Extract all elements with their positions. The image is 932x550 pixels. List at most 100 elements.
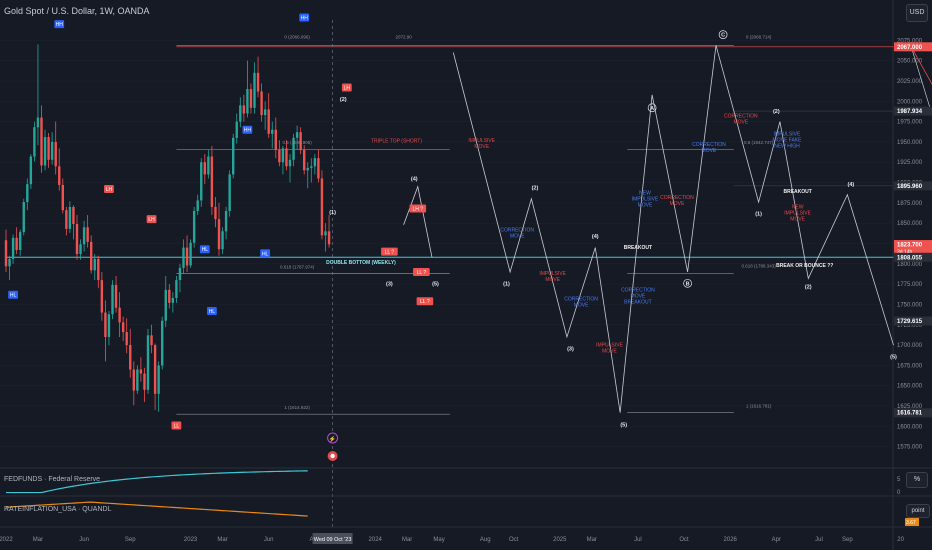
candle[interactable] xyxy=(267,109,270,134)
candle[interactable] xyxy=(299,132,302,151)
candle[interactable] xyxy=(4,240,8,267)
candle[interactable] xyxy=(118,307,121,323)
candle[interactable] xyxy=(19,232,22,251)
candle[interactable] xyxy=(189,242,192,266)
candle[interactable] xyxy=(232,137,235,175)
candle[interactable] xyxy=(104,312,107,337)
candle[interactable] xyxy=(207,156,210,175)
candle[interactable] xyxy=(50,141,54,160)
indicator-label-fedfunds[interactable]: FEDFUNDS · Federal Reserve xyxy=(4,476,101,483)
candle[interactable] xyxy=(214,206,217,220)
candle[interactable] xyxy=(150,335,153,346)
candle[interactable] xyxy=(310,166,313,168)
candle[interactable] xyxy=(295,132,299,138)
candle[interactable] xyxy=(26,184,29,203)
candle[interactable] xyxy=(256,72,260,92)
percent-scale-button[interactable]: % xyxy=(906,472,928,488)
candle[interactable] xyxy=(40,117,43,166)
candle[interactable] xyxy=(327,231,331,245)
candle[interactable] xyxy=(185,247,189,266)
candle[interactable] xyxy=(157,365,160,394)
candle[interactable] xyxy=(61,184,64,211)
candle[interactable] xyxy=(90,241,93,271)
candle[interactable] xyxy=(43,137,47,166)
candle[interactable] xyxy=(324,231,327,236)
candle[interactable] xyxy=(242,105,246,114)
candle[interactable] xyxy=(200,162,203,201)
candle[interactable] xyxy=(111,284,114,315)
candle[interactable] xyxy=(65,210,68,229)
candle[interactable] xyxy=(249,89,253,108)
candle[interactable] xyxy=(285,148,288,167)
candle[interactable] xyxy=(221,231,224,250)
candle[interactable] xyxy=(54,141,57,167)
candle[interactable] xyxy=(143,373,146,390)
candle[interactable] xyxy=(68,206,72,229)
candle[interactable] xyxy=(161,320,164,366)
currency-button[interactable]: USD xyxy=(906,4,928,22)
candle[interactable] xyxy=(29,156,33,185)
candle[interactable] xyxy=(164,289,167,321)
candle[interactable] xyxy=(235,121,238,138)
candle[interactable] xyxy=(8,258,11,267)
candle[interactable] xyxy=(239,105,242,122)
candle[interactable] xyxy=(11,237,15,259)
candle[interactable] xyxy=(210,156,214,207)
candle[interactable] xyxy=(260,91,263,116)
candle[interactable] xyxy=(253,72,256,108)
candle[interactable] xyxy=(182,247,185,268)
candle[interactable] xyxy=(139,369,143,374)
candle[interactable] xyxy=(86,227,89,242)
candle[interactable] xyxy=(217,219,221,250)
candle[interactable] xyxy=(136,369,139,391)
candle[interactable] xyxy=(15,237,18,251)
candle[interactable] xyxy=(58,166,61,185)
candle[interactable] xyxy=(196,200,199,211)
candle[interactable] xyxy=(153,345,157,394)
indicator-label-inflation[interactable]: RATEINFLATION_USA · QUANDL xyxy=(4,506,112,513)
candle[interactable] xyxy=(313,158,317,167)
candle[interactable] xyxy=(224,210,228,232)
candle[interactable] xyxy=(125,332,128,346)
candle[interactable] xyxy=(36,117,40,128)
candle[interactable] xyxy=(121,322,125,333)
candle[interactable] xyxy=(306,167,309,171)
candle[interactable] xyxy=(292,137,295,160)
candle[interactable] xyxy=(303,150,306,171)
candle[interactable] xyxy=(79,244,82,255)
candle[interactable] xyxy=(320,178,324,236)
candle[interactable] xyxy=(317,158,320,179)
candle[interactable] xyxy=(263,109,267,116)
candle[interactable] xyxy=(97,258,100,281)
candle[interactable] xyxy=(178,267,182,281)
candle[interactable] xyxy=(33,127,36,157)
candle[interactable] xyxy=(107,314,111,337)
candle[interactable] xyxy=(129,345,132,370)
candle[interactable] xyxy=(203,162,206,175)
candle[interactable] xyxy=(72,206,75,224)
candle[interactable] xyxy=(132,369,135,391)
candle[interactable] xyxy=(146,335,150,390)
candle[interactable] xyxy=(281,148,285,163)
candle[interactable] xyxy=(228,174,231,211)
candle[interactable] xyxy=(288,159,292,167)
candle[interactable] xyxy=(100,280,104,313)
candle[interactable] xyxy=(114,284,118,308)
candle[interactable] xyxy=(271,129,274,134)
candle[interactable] xyxy=(278,150,281,163)
candle[interactable] xyxy=(22,202,25,233)
candle[interactable] xyxy=(82,227,86,245)
candle[interactable] xyxy=(246,89,249,114)
candle[interactable] xyxy=(93,258,96,271)
candle[interactable] xyxy=(192,210,196,243)
point-scale-button[interactable]: point xyxy=(906,504,930,518)
x-tick-label: 2025 xyxy=(553,537,567,543)
event-icon[interactable] xyxy=(327,432,339,444)
candle[interactable] xyxy=(175,280,178,298)
candle[interactable] xyxy=(47,137,50,160)
candle[interactable] xyxy=(274,129,277,151)
candle[interactable] xyxy=(168,289,171,303)
candle[interactable] xyxy=(75,223,79,255)
candle[interactable] xyxy=(171,297,175,303)
